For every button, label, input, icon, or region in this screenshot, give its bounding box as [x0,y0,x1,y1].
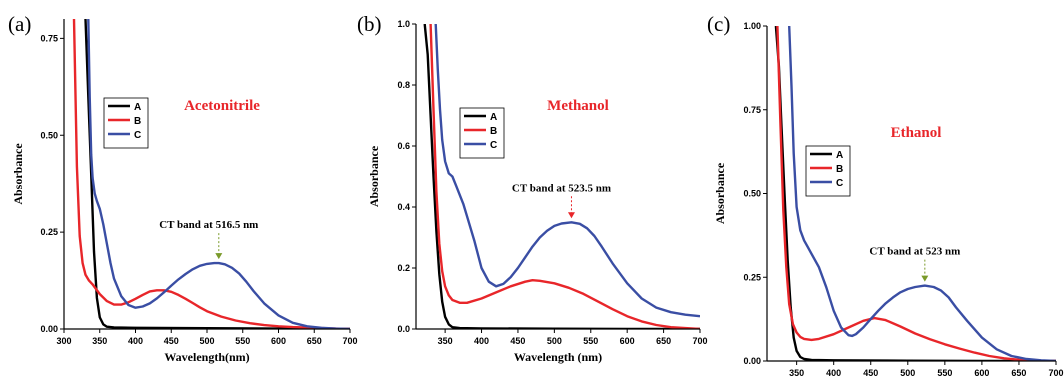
y-tick-label: 0.75 [743,105,761,115]
x-tick-label: 350 [92,336,107,346]
x-tick-label: 600 [620,336,635,346]
annotation-text: CT band at 516.5 nm [159,219,258,231]
y-tick-label: 0.8 [397,80,410,90]
x-tick-label: 700 [342,336,357,346]
panel-label: (c) [707,12,730,36]
legend-entry-A: A [836,150,843,161]
annotation-arrowhead [567,212,575,219]
x-tick-label: 650 [307,336,322,346]
y-tick-label: 0.50 [40,130,58,140]
x-tick-label: 500 [900,368,915,378]
y-tick-label: 1.0 [397,19,410,29]
annotation-arrowhead [215,253,223,260]
panel-label: (b) [357,12,382,36]
series-line-B [72,19,350,329]
legend: ABC [805,145,851,197]
x-tick-label: 700 [692,336,707,346]
chart-panel-1: 350 400 450 500 550 600 650 700 0.0 0.2 0.4 0.6 0.8 1… [357,12,708,364]
x-tick-label: 450 [164,336,179,346]
solvent-label: Ethanol [891,125,942,141]
y-tick-label: 0.2 [397,263,410,273]
chart-panel-0: 300 350 400 450 500 550 600 650 700 0.00 0.25 0.50 0… [8,12,358,364]
x-tick-label: 650 [1011,368,1026,378]
x-tick-label: 600 [271,336,286,346]
annotation-text: CT band at 523 nm [869,246,960,258]
legend-entry-C: C [134,130,141,141]
legend-entry-A: A [134,102,141,113]
x-tick-label: 700 [1048,368,1063,378]
y-axis-label: Absorbance [713,162,727,224]
x-tick-label: 350 [789,368,804,378]
x-tick-label: 400 [474,336,489,346]
y-tick-label: 0.4 [397,202,410,212]
x-tick-label: 400 [128,336,143,346]
legend-entry-A: A [490,112,497,123]
legend-entry-C: C [836,178,843,189]
solvent-label: Methanol [547,98,609,114]
panel-label: (a) [8,12,31,36]
x-tick-label: 450 [863,368,878,378]
annotation-arrowhead [921,275,929,282]
x-tick-label: 600 [974,368,989,378]
x-tick-label: 550 [937,368,952,378]
series-line-B [429,24,700,329]
x-axis-label: Wavelength (nm) [514,350,602,364]
series-line-C [788,26,1056,361]
y-tick-label: 0.00 [40,324,58,334]
legend-entry-B: B [490,126,497,137]
y-tick-label: 0.6 [397,141,410,151]
x-tick-label: 400 [826,368,841,378]
series-line-C [434,24,700,318]
legend: ABC [459,107,505,159]
solvent-label: Acetonitrile [184,98,260,114]
chart-panel-2: 350 400 450 500 550 600 650 700 0.00 0.25 0.50 0.75… [707,12,1064,383]
annotation-text: CT band at 523.5 nm [512,182,611,194]
x-tick-label: 300 [56,336,71,346]
x-tick-label: 550 [583,336,598,346]
x-tick-label: 350 [438,336,453,346]
y-tick-label: 0.25 [743,272,761,282]
series-line-A [423,24,700,329]
series-line-C [87,19,350,329]
legend-entry-B: B [134,116,141,127]
y-tick-label: 0.00 [743,356,761,366]
y-tick-label: 0.0 [397,324,410,334]
x-tick-label: 450 [510,336,525,346]
legend: ABC [103,97,149,149]
y-tick-label: 0.25 [40,227,58,237]
x-tick-label: 550 [235,336,250,346]
legend-entry-C: C [490,140,497,151]
y-tick-label: 0.50 [743,189,761,199]
y-axis-label: Absorbance [11,143,25,205]
series-line-B [776,26,1056,361]
x-tick-label: 500 [199,336,214,346]
x-tick-label: 500 [547,336,562,346]
x-axis-label: Wavelength(nm) [164,350,249,364]
y-axis-label: Absorbance [367,145,381,207]
y-tick-label: 1.00 [743,21,761,31]
legend-entry-B: B [836,164,843,175]
series-line-A [84,19,350,329]
x-tick-label: 650 [656,336,671,346]
y-tick-label: 0.75 [40,33,58,43]
